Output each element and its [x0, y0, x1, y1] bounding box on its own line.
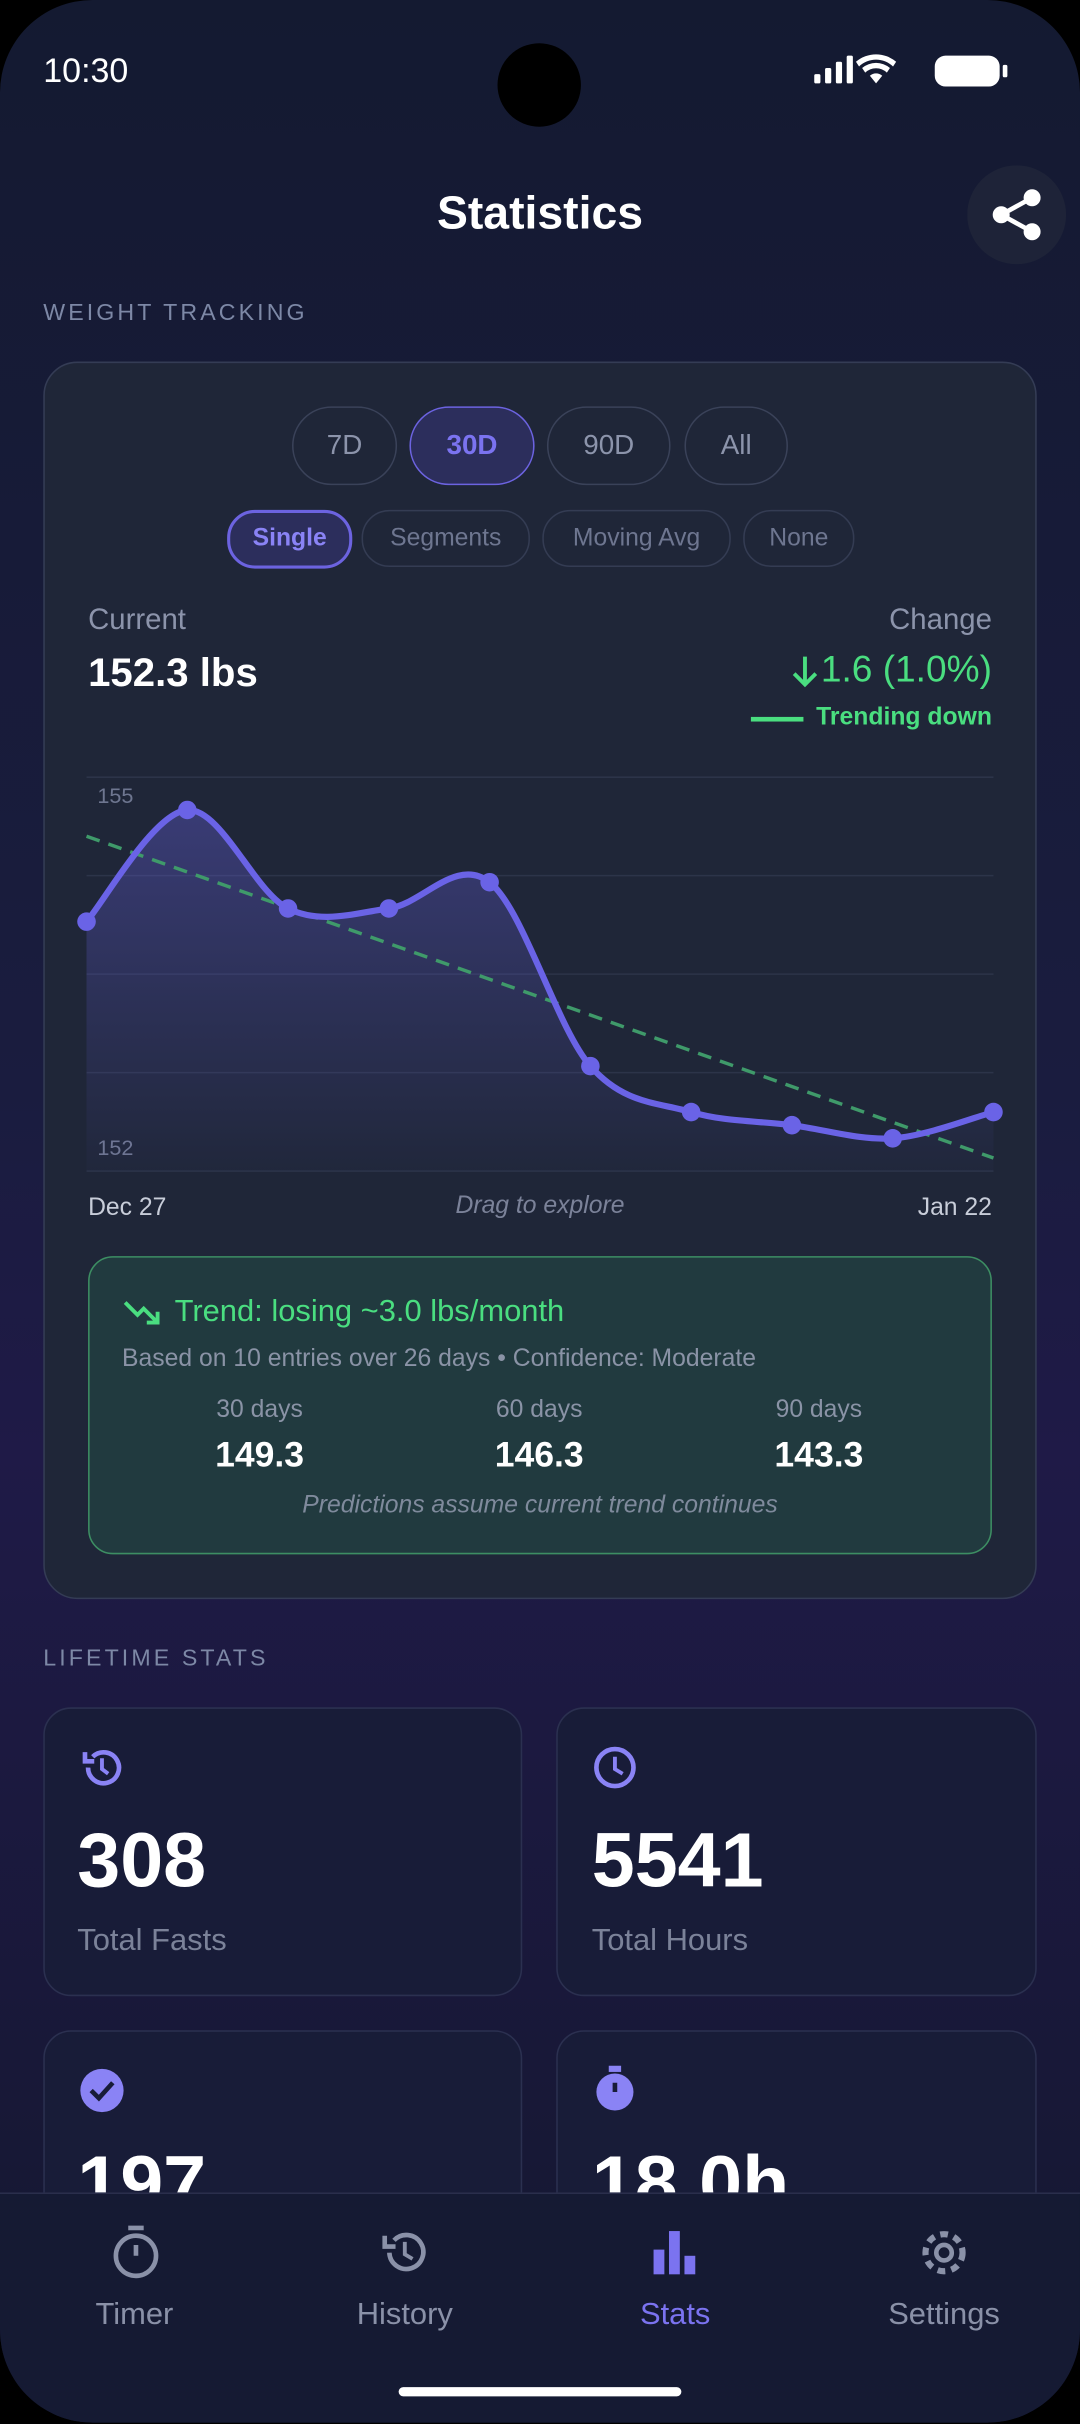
current-value: 152.3 lbs [88, 648, 258, 696]
trend-status-text: Trending down [816, 704, 992, 731]
prediction-value: 149.3 [215, 1433, 305, 1474]
trend-card [88, 1256, 992, 1555]
data-point [480, 872, 499, 892]
period-button[interactable]: All [684, 406, 788, 486]
current-label: Current [88, 604, 186, 637]
y-tick-label: 155 [97, 783, 133, 808]
down-arrow [793, 656, 818, 688]
page-title: Statistics [436, 188, 644, 240]
stat-label: Total Hours [591, 1923, 749, 1958]
data-point [883, 1129, 902, 1148]
prediction-label: 90 days [775, 1396, 863, 1424]
drag-hint: Drag to explore [455, 1192, 625, 1220]
nav-label[interactable]: Timer [95, 2297, 174, 2332]
stats-icon[interactable] [650, 2228, 699, 2277]
check-icon [80, 2068, 124, 2113]
data-point [984, 1102, 1003, 1122]
data-point [178, 800, 197, 820]
prediction-label: 60 days [495, 1396, 583, 1424]
settings-icon[interactable] [918, 2226, 971, 2279]
data-point [581, 1056, 600, 1076]
period-button[interactable]: 30D [409, 406, 535, 486]
data-point [379, 899, 399, 918]
nav-label[interactable]: History [356, 2297, 453, 2332]
x-tick-label: Jan 22 [918, 1194, 992, 1221]
trend-note: Predictions assume current trend continu… [302, 1492, 778, 1519]
status-icons [814, 54, 1008, 87]
trend-icon [123, 1301, 160, 1325]
change-label: Change [889, 604, 992, 637]
area-fill [86, 809, 994, 1172]
data-point [782, 1115, 802, 1135]
status-time: 10:30 [43, 50, 129, 90]
trend-status: Trending down [751, 705, 992, 733]
weight-line [84, 806, 995, 1142]
stat-card [43, 1707, 523, 1997]
home-indicator [398, 2387, 682, 2397]
history-nav-icon[interactable] [379, 2226, 432, 2279]
nav-bar [0, 2192, 1080, 2423]
stopwatch-icon [596, 2065, 634, 2111]
prediction-value: 143.3 [774, 1433, 864, 1474]
change-value-row: 1.6 (1.0%) [790, 649, 992, 692]
prediction-value: 146.3 [494, 1433, 584, 1474]
mode-chip[interactable]: Single [227, 509, 353, 569]
clock-icon [594, 1746, 636, 1789]
period-button[interactable]: 7D [292, 406, 398, 486]
trend-detail: Based on 10 entries over 26 days • Confi… [122, 1345, 756, 1373]
period-button[interactable]: 90D [546, 406, 671, 486]
x-tick-label: Dec 27 [88, 1194, 166, 1221]
prediction-label: 30 days [216, 1396, 303, 1424]
history-icon [82, 1750, 122, 1786]
nav-label[interactable]: Stats [639, 2297, 711, 2332]
stat-value: 5541 [591, 1816, 764, 1904]
data-point [77, 912, 96, 931]
data-point [278, 899, 298, 918]
section-label: WEIGHT TRACKING [43, 299, 308, 327]
trend-title: Trend: losing ~3.0 lbs/month [174, 1294, 565, 1329]
section-label: LIFETIME STATS [43, 1645, 269, 1672]
camera [497, 43, 581, 127]
mode-chip[interactable]: Segments [361, 509, 530, 568]
nav-label[interactable]: Settings [888, 2297, 1000, 2332]
mode-chip[interactable]: Moving Avg [542, 509, 731, 568]
timer-icon[interactable] [110, 2223, 163, 2282]
stat-label: Total Fasts [77, 1923, 227, 1958]
stat-value: 308 [77, 1816, 207, 1904]
stat-card [556, 1707, 1037, 1997]
share-button[interactable] [967, 165, 1067, 265]
data-point [681, 1102, 701, 1122]
change-value: 1.6 (1.0%) [820, 648, 992, 691]
mode-chip[interactable]: None [743, 509, 855, 568]
